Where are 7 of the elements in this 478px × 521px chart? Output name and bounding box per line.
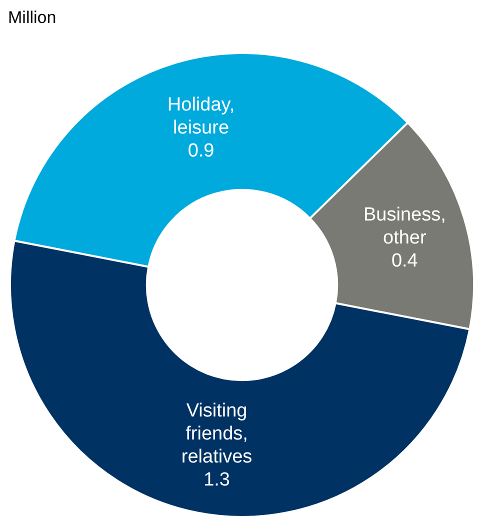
data-label: 0.9: [188, 140, 214, 162]
slice-label: Visiting friends, relatives: [181, 400, 252, 468]
slice-label: Business, other: [363, 204, 446, 248]
slice-label: Holiday, leisure: [167, 94, 235, 139]
data-label: 1.3: [204, 469, 230, 490]
data-label: 0.4: [391, 250, 418, 272]
chart-title: Million: [8, 8, 56, 28]
